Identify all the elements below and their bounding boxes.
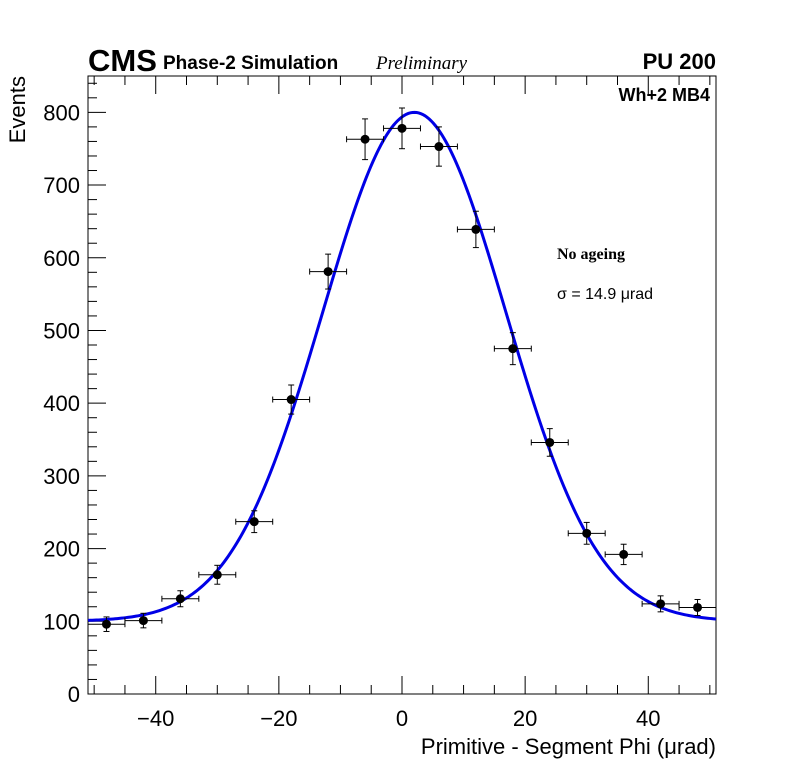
data-point [235, 510, 274, 534]
data-point [678, 598, 717, 616]
experiment-label: CMS [88, 43, 157, 78]
data-marker [656, 599, 666, 609]
data-point [346, 118, 385, 161]
x-tick-label: −20 [260, 706, 297, 731]
data-marker [101, 619, 111, 629]
ageing-label: No ageing [557, 246, 625, 263]
sigma-label: σ = 14.9 μrad [557, 286, 653, 303]
preliminary-label: Preliminary [375, 53, 468, 74]
data-marker [508, 344, 518, 354]
data-marker [249, 517, 259, 527]
y-tick-label: 300 [43, 464, 80, 489]
y-axis-title: Events [5, 76, 30, 143]
data-point [604, 543, 643, 566]
data-point [493, 332, 532, 366]
data-marker [212, 570, 222, 580]
data-marker [286, 395, 296, 405]
data-marker [619, 549, 629, 559]
data-point [641, 595, 680, 613]
data-point [124, 612, 163, 629]
y-tick-label: 100 [43, 609, 80, 634]
x-axis-title: Primitive - Segment Phi (μrad) [421, 734, 716, 759]
sector-label: Wh+2 MB4 [618, 85, 710, 105]
data-marker [360, 134, 370, 144]
y-tick-label: 700 [43, 173, 80, 198]
y-tick-label: 500 [43, 318, 80, 343]
simulation-label: Phase-2 Simulation [163, 53, 338, 74]
x-tick-label: 0 [396, 706, 408, 731]
y-tick-label: 0 [68, 682, 80, 707]
y-tick-label: 400 [43, 391, 80, 416]
data-marker [397, 123, 407, 133]
data-marker [434, 142, 444, 152]
data-point [161, 590, 200, 608]
data-point [383, 107, 421, 150]
data-marker [323, 267, 333, 277]
data-point [419, 126, 458, 167]
data-marker [545, 437, 555, 447]
data-marker [582, 528, 592, 538]
data-point [567, 521, 606, 545]
data-point [198, 564, 237, 585]
data-point [272, 384, 311, 415]
pileup-label: PU 200 [643, 49, 716, 74]
data-point [87, 616, 126, 632]
data-marker [471, 224, 481, 234]
y-tick-label: 600 [43, 246, 80, 271]
data-point [456, 210, 495, 249]
data-point [530, 428, 569, 457]
data-points [87, 107, 717, 632]
y-tick-label: 800 [43, 100, 80, 125]
data-point [309, 253, 348, 290]
x-tick-label: −40 [137, 706, 174, 731]
y-tick-label: 200 [43, 537, 80, 562]
x-tick-label: 40 [636, 706, 660, 731]
data-marker [138, 616, 148, 626]
x-tick-label: 20 [513, 706, 537, 731]
data-marker [175, 594, 185, 604]
data-marker [693, 602, 703, 612]
